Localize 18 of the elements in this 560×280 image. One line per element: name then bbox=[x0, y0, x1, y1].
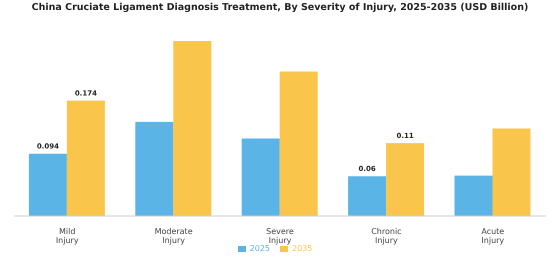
bar bbox=[173, 41, 212, 216]
chart-title: China Cruciate Ligament Diagnosis Treatment, By Severity of Injury, 2025-2035 (USD Billion) bbox=[30, 2, 530, 13]
bar bbox=[135, 122, 174, 216]
bar bbox=[280, 71, 318, 216]
bar bbox=[242, 138, 280, 216]
x-tick-label: Chronic Injury bbox=[371, 227, 402, 245]
bar bbox=[454, 176, 492, 216]
bar bbox=[386, 143, 424, 216]
legend-label: 2035 bbox=[292, 244, 312, 253]
x-tick-label: Mild Injury bbox=[56, 227, 79, 245]
x-tick-label: Severe Injury bbox=[266, 227, 294, 245]
bar bbox=[348, 176, 386, 216]
bar bbox=[492, 128, 530, 216]
bar bbox=[28, 154, 67, 216]
legend-label: 2025 bbox=[250, 244, 270, 253]
x-tick-label: Acute Injury bbox=[481, 227, 504, 245]
bar bbox=[66, 100, 105, 216]
x-tick-label: Moderate Injury bbox=[154, 227, 193, 245]
